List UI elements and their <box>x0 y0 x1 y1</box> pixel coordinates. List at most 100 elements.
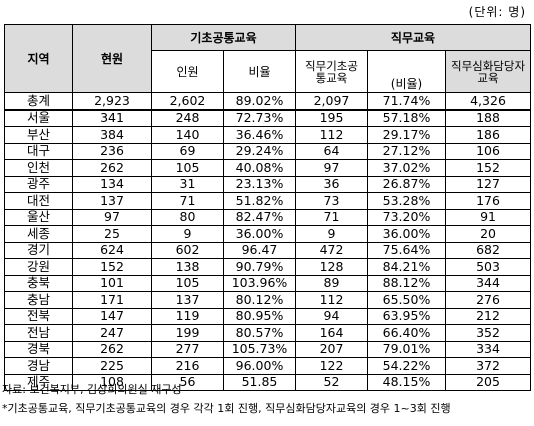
cell-current: 147 <box>72 307 152 325</box>
cell-basic-persons: 56 <box>151 373 224 391</box>
cell-basic-persons: 2,602 <box>151 92 224 111</box>
cell-job-ratio: 27.12% <box>367 142 446 160</box>
cell-job-advanced: 503 <box>444 258 532 276</box>
table-row: 전남 247 199 80.57% 164 66.40% 352 <box>4 324 532 342</box>
header-job-group: 직무교육 <box>294 24 532 51</box>
cell-job-advanced: 91 <box>444 208 532 226</box>
cell-job-basic: 2,097 <box>295 92 368 111</box>
cell-job-advanced: 127 <box>444 175 532 193</box>
cell-basic-ratio: 80.95% <box>223 307 296 325</box>
cell-basic-ratio: 40.08% <box>223 159 296 177</box>
cell-job-ratio: 84.21% <box>367 258 446 276</box>
cell-job-ratio: 65.50% <box>367 291 446 309</box>
cell-basic-ratio: 51.85 <box>223 373 296 391</box>
remark-note: *기초공통교육, 직무기초공통교육의 경우 각각 1회 진행, 직무심화담당자교… <box>2 402 451 415</box>
cell-job-ratio: 75.64% <box>367 241 446 259</box>
table-row: 전북 147 119 80.95% 94 63.95% 212 <box>4 307 532 325</box>
cell-current: 134 <box>72 175 152 193</box>
cell-job-advanced: 106 <box>444 142 532 160</box>
cell-job-advanced: 334 <box>444 340 532 358</box>
header-job-ratio: (비율) <box>367 50 446 93</box>
cell-current: 341 <box>72 109 152 127</box>
cell-region: 인천 <box>4 159 73 177</box>
cell-job-basic: 94 <box>295 307 368 325</box>
table-row: 경기 624 602 96.47 472 75.64% 682 <box>4 241 532 259</box>
cell-job-basic: 207 <box>295 340 368 358</box>
source-note: 자료: 보건복지부, 김상희의원실 재구성 <box>2 383 182 396</box>
cell-basic-ratio: 105.73% <box>223 340 296 358</box>
cell-current: 624 <box>72 241 152 259</box>
cell-job-advanced: 186 <box>444 126 532 144</box>
cell-basic-ratio: 36.46% <box>223 126 296 144</box>
header-job-advanced: 직무심화담당자교육 <box>444 50 532 93</box>
cell-region: 부산 <box>4 126 73 144</box>
cell-basic-ratio: 80.57% <box>223 324 296 342</box>
table-row-total: 총계 2,923 2,602 89.02% 2,097 71.74% 4,326 <box>4 92 532 111</box>
cell-region: 경남 <box>4 357 73 375</box>
cell-basic-persons: 137 <box>151 291 224 309</box>
cell-job-basic: 112 <box>295 126 368 144</box>
cell-region: 광주 <box>4 175 73 193</box>
cell-job-basic: 97 <box>295 159 368 177</box>
cell-current: 97 <box>72 208 152 226</box>
table-row: 광주 134 31 23.13% 36 26.87% 127 <box>4 175 532 193</box>
cell-job-advanced: 682 <box>444 241 532 259</box>
cell-basic-persons: 105 <box>151 274 224 292</box>
cell-job-basic: 164 <box>295 324 368 342</box>
cell-job-advanced: 4,326 <box>444 92 532 111</box>
table-row: 인천 262 105 40.08% 97 37.02% 152 <box>4 159 532 177</box>
cell-basic-persons: 105 <box>151 159 224 177</box>
cell-basic-ratio: 23.13% <box>223 175 296 193</box>
cell-current: 236 <box>72 142 152 160</box>
cell-region: 제주 <box>4 373 73 391</box>
cell-basic-persons: 199 <box>151 324 224 342</box>
cell-region: 총계 <box>4 92 73 111</box>
cell-current: 262 <box>72 340 152 358</box>
cell-basic-ratio: 103.96% <box>223 274 296 292</box>
cell-job-ratio: 79.01% <box>367 340 446 358</box>
table-row: 강원 152 138 90.79% 128 84.21% 503 <box>4 258 532 276</box>
cell-basic-persons: 9 <box>151 225 224 243</box>
table-row: 부산 384 140 36.46% 112 29.17% 186 <box>4 126 532 144</box>
header-basic-persons: 인원 <box>151 50 224 93</box>
cell-region: 전북 <box>4 307 73 325</box>
cell-basic-persons: 69 <box>151 142 224 160</box>
cell-job-advanced: 152 <box>444 159 532 177</box>
cell-job-basic: 73 <box>295 192 368 210</box>
cell-current: 137 <box>72 192 152 210</box>
header-current: 현원 <box>72 24 152 93</box>
cell-current: 152 <box>72 258 152 276</box>
cell-job-basic: 112 <box>295 291 368 309</box>
cell-basic-ratio: 96.00% <box>223 357 296 375</box>
cell-basic-persons: 602 <box>151 241 224 259</box>
cell-job-basic: 89 <box>295 274 368 292</box>
cell-basic-ratio: 82.47% <box>223 208 296 226</box>
cell-job-ratio: 63.95% <box>367 307 446 325</box>
cell-job-basic: 36 <box>295 175 368 193</box>
cell-basic-persons: 248 <box>151 109 224 127</box>
cell-job-advanced: 372 <box>444 357 532 375</box>
cell-job-advanced: 20 <box>444 225 532 243</box>
cell-job-ratio: 53.28% <box>367 192 446 210</box>
cell-basic-ratio: 90.79% <box>223 258 296 276</box>
header-region: 지역 <box>4 24 73 93</box>
table-row: 경남 225 216 96.00% 122 54.22% 372 <box>4 357 532 375</box>
cell-job-advanced: 352 <box>444 324 532 342</box>
header-basic-ratio: 비율 <box>223 50 296 93</box>
cell-job-advanced: 212 <box>444 307 532 325</box>
cell-current: 2,923 <box>72 92 152 111</box>
cell-basic-ratio: 96.47 <box>223 241 296 259</box>
table-row: 제주 108 56 51.85 52 48.15% 205 <box>4 373 532 391</box>
cell-basic-persons: 138 <box>151 258 224 276</box>
cell-job-ratio: 36.00% <box>367 225 446 243</box>
cell-job-ratio: 66.40% <box>367 324 446 342</box>
cell-current: 171 <box>72 291 152 309</box>
cell-basic-ratio: 80.12% <box>223 291 296 309</box>
cell-job-ratio: 73.20% <box>367 208 446 226</box>
cell-basic-persons: 140 <box>151 126 224 144</box>
cell-job-basic: 472 <box>295 241 368 259</box>
cell-basic-ratio: 89.02% <box>223 92 296 111</box>
table-row: 충북 101 105 103.96% 89 88.12% 344 <box>4 274 532 292</box>
table-body: 총계 2,923 2,602 89.02% 2,097 71.74% 4,326 서울 341 2… <box>4 92 532 391</box>
cell-job-advanced: 188 <box>444 109 532 127</box>
